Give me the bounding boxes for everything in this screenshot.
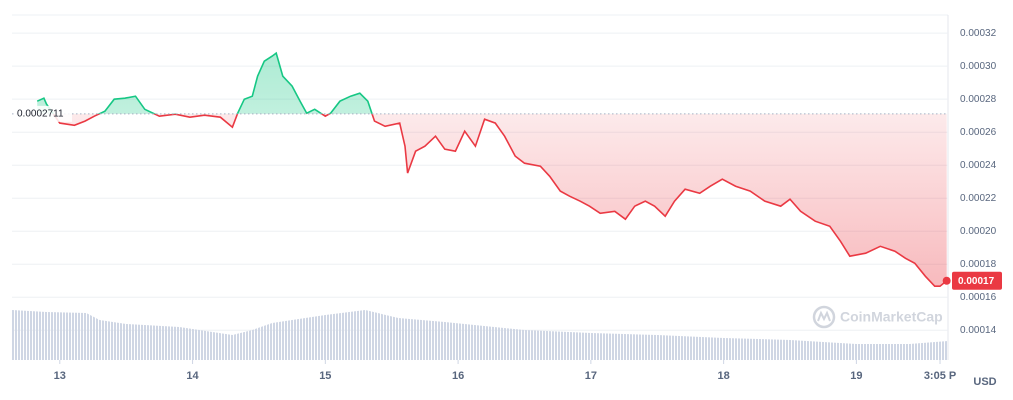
y-tick-label: 0.00016 xyxy=(960,292,997,303)
y-tick-label: 0.00028 xyxy=(960,94,997,105)
y-tick-label: 0.00022 xyxy=(960,193,997,204)
x-tick-label: 14 xyxy=(186,370,199,382)
y-tick-label: 0.00030 xyxy=(960,61,997,72)
x-tick-label: 18 xyxy=(718,370,730,382)
x-tick-label: 15 xyxy=(319,370,331,382)
y-tick-label: 0.00018 xyxy=(960,259,997,270)
y-tick-label: 0.00032 xyxy=(960,28,997,39)
x-tick-label: 3:05 P xyxy=(924,370,956,382)
currency: USD xyxy=(973,376,996,388)
baseline-label-bg xyxy=(14,105,72,122)
x-tick-label: 19 xyxy=(850,370,862,382)
area-down xyxy=(37,113,947,287)
y-tick-label: 0.00024 xyxy=(960,160,997,171)
price-tag xyxy=(952,271,1002,290)
watermark-text: CoinMarketCap xyxy=(840,309,943,325)
x-tick-label: 13 xyxy=(54,370,66,382)
price-line-down xyxy=(52,113,948,287)
baseline-label: 0.0002711 xyxy=(17,109,64,120)
x-tick-label: 16 xyxy=(452,370,464,382)
watermark: CoinMarketCap xyxy=(812,305,943,329)
current-point xyxy=(942,276,951,285)
y-tick-label: 0.00026 xyxy=(960,127,997,138)
price-tag-text: 0.00017 xyxy=(958,276,995,287)
volume-area xyxy=(12,310,948,360)
y-tick-label: 0.00014 xyxy=(960,325,997,336)
x-tick-label: 17 xyxy=(585,370,597,382)
y-tick-label: 0.00020 xyxy=(960,226,997,237)
